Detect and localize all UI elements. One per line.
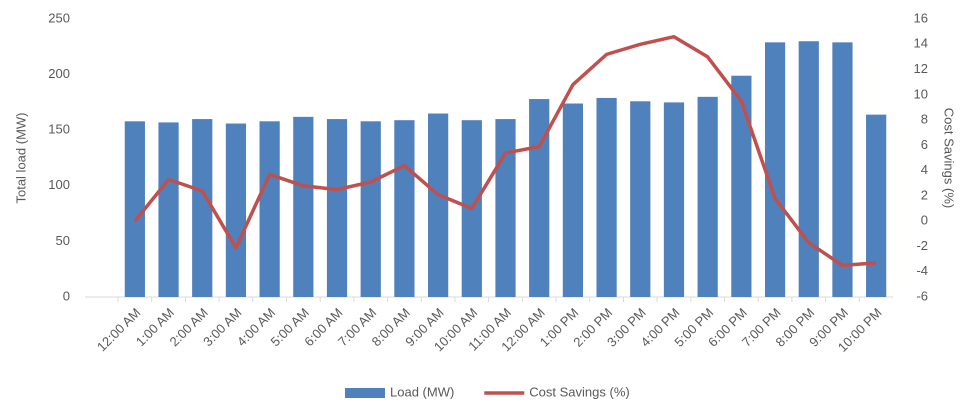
bar xyxy=(630,101,651,298)
bar xyxy=(866,114,887,297)
bar xyxy=(798,41,819,297)
y-tick-label: 200 xyxy=(48,66,70,81)
bar xyxy=(158,122,179,297)
y-axis-label: Total load (MW) xyxy=(13,112,28,203)
bar xyxy=(562,103,583,298)
bar xyxy=(192,119,213,297)
bar xyxy=(764,42,786,297)
y-tick-label: 250 xyxy=(48,10,70,25)
y2-tick-label: 4 xyxy=(921,162,928,177)
x-tick-label: 12:00 AM xyxy=(94,305,143,354)
bar xyxy=(225,123,247,297)
bar xyxy=(326,119,348,297)
y-tick-label: 100 xyxy=(48,177,70,192)
y2-tick-label: 0 xyxy=(921,213,928,228)
y2-tick-label: -2 xyxy=(916,238,928,253)
bar xyxy=(259,121,280,297)
y2-tick-label: 8 xyxy=(921,112,928,127)
bar xyxy=(360,121,381,297)
y2-tick-label: 10 xyxy=(914,86,928,101)
y2-tick-label: -4 xyxy=(916,263,928,278)
y2-axis-label: Cost Savings (%) xyxy=(942,108,957,208)
y-tick-label: 0 xyxy=(63,288,70,303)
bar xyxy=(124,121,145,297)
y-tick-label: 50 xyxy=(56,233,70,248)
bar xyxy=(596,97,617,298)
bar xyxy=(832,42,853,297)
legend-swatch xyxy=(345,388,385,398)
bar xyxy=(731,75,752,297)
bar xyxy=(495,119,516,297)
y2-tick-label: 12 xyxy=(914,61,928,76)
y2-tick-label: -6 xyxy=(916,288,928,303)
bar xyxy=(394,120,415,297)
y2-tick-label: 6 xyxy=(921,137,928,152)
bar xyxy=(293,116,314,297)
legend-label: Cost Savings (%) xyxy=(529,384,629,399)
y2-tick-label: 2 xyxy=(921,187,928,202)
y2-tick-label: 16 xyxy=(914,10,928,25)
y2-tick-label: 14 xyxy=(914,36,928,51)
legend-label: Load (MW) xyxy=(390,384,454,399)
bar xyxy=(697,96,718,297)
line xyxy=(133,34,877,268)
bar xyxy=(529,99,550,298)
y-tick-label: 150 xyxy=(48,122,70,137)
bar xyxy=(663,102,685,298)
bar xyxy=(428,113,449,298)
